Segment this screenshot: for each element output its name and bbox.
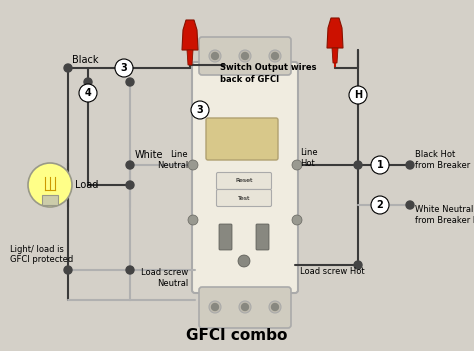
Circle shape xyxy=(241,53,248,60)
Polygon shape xyxy=(187,50,193,65)
Text: White: White xyxy=(135,150,164,160)
Text: 3: 3 xyxy=(197,105,203,115)
Circle shape xyxy=(211,53,219,60)
Circle shape xyxy=(84,78,92,86)
Circle shape xyxy=(239,301,251,313)
Circle shape xyxy=(241,304,248,311)
Text: Light/ load is: Light/ load is xyxy=(10,245,64,254)
Text: White Neutral
from Breaker box: White Neutral from Breaker box xyxy=(415,205,474,225)
Circle shape xyxy=(371,156,389,174)
Circle shape xyxy=(79,84,97,102)
Text: GFCI protected: GFCI protected xyxy=(10,256,73,265)
Text: 4: 4 xyxy=(85,88,91,98)
FancyBboxPatch shape xyxy=(42,195,58,205)
Text: 3: 3 xyxy=(120,63,128,73)
Text: GFCI combo: GFCI combo xyxy=(186,327,288,343)
Polygon shape xyxy=(327,18,343,48)
FancyBboxPatch shape xyxy=(199,287,291,328)
Circle shape xyxy=(188,215,198,225)
FancyBboxPatch shape xyxy=(217,172,272,190)
Text: back of GFCI: back of GFCI xyxy=(220,75,279,85)
Circle shape xyxy=(406,201,414,209)
Circle shape xyxy=(126,266,134,274)
Circle shape xyxy=(126,181,134,189)
Circle shape xyxy=(272,304,279,311)
Text: Load screw
Neutral: Load screw Neutral xyxy=(141,268,188,288)
Circle shape xyxy=(126,161,134,169)
Text: Line
Neutral: Line Neutral xyxy=(157,150,188,170)
FancyBboxPatch shape xyxy=(256,224,269,250)
FancyBboxPatch shape xyxy=(199,37,291,75)
Text: Black Hot
from Breaker: Black Hot from Breaker xyxy=(415,150,470,170)
Circle shape xyxy=(64,64,72,72)
Circle shape xyxy=(64,266,72,274)
Circle shape xyxy=(211,304,219,311)
Circle shape xyxy=(188,160,198,170)
Text: Line
Hot: Line Hot xyxy=(300,148,318,168)
Text: Black: Black xyxy=(72,55,99,65)
Circle shape xyxy=(269,301,281,313)
Circle shape xyxy=(191,101,209,119)
Circle shape xyxy=(292,160,302,170)
Text: Test: Test xyxy=(238,196,250,200)
Text: Switch Output wires: Switch Output wires xyxy=(220,64,317,73)
Circle shape xyxy=(239,50,251,62)
Text: 2: 2 xyxy=(377,200,383,210)
Text: Reset: Reset xyxy=(235,179,253,184)
Circle shape xyxy=(115,59,133,77)
Polygon shape xyxy=(332,48,338,63)
Polygon shape xyxy=(182,20,198,50)
Circle shape xyxy=(269,50,281,62)
FancyBboxPatch shape xyxy=(192,62,298,293)
Circle shape xyxy=(354,261,362,269)
Circle shape xyxy=(209,301,221,313)
Text: Load screw Hot: Load screw Hot xyxy=(300,267,365,277)
Text: H: H xyxy=(354,90,362,100)
Circle shape xyxy=(354,161,362,169)
Text: Load: Load xyxy=(75,180,99,190)
Circle shape xyxy=(349,86,367,104)
Text: 1: 1 xyxy=(377,160,383,170)
FancyBboxPatch shape xyxy=(206,118,278,160)
FancyBboxPatch shape xyxy=(217,190,272,206)
Circle shape xyxy=(126,78,134,86)
Circle shape xyxy=(238,255,250,267)
Circle shape xyxy=(209,50,221,62)
Circle shape xyxy=(406,161,414,169)
Circle shape xyxy=(28,163,72,207)
FancyBboxPatch shape xyxy=(219,224,232,250)
Circle shape xyxy=(272,53,279,60)
Circle shape xyxy=(371,196,389,214)
Circle shape xyxy=(292,215,302,225)
